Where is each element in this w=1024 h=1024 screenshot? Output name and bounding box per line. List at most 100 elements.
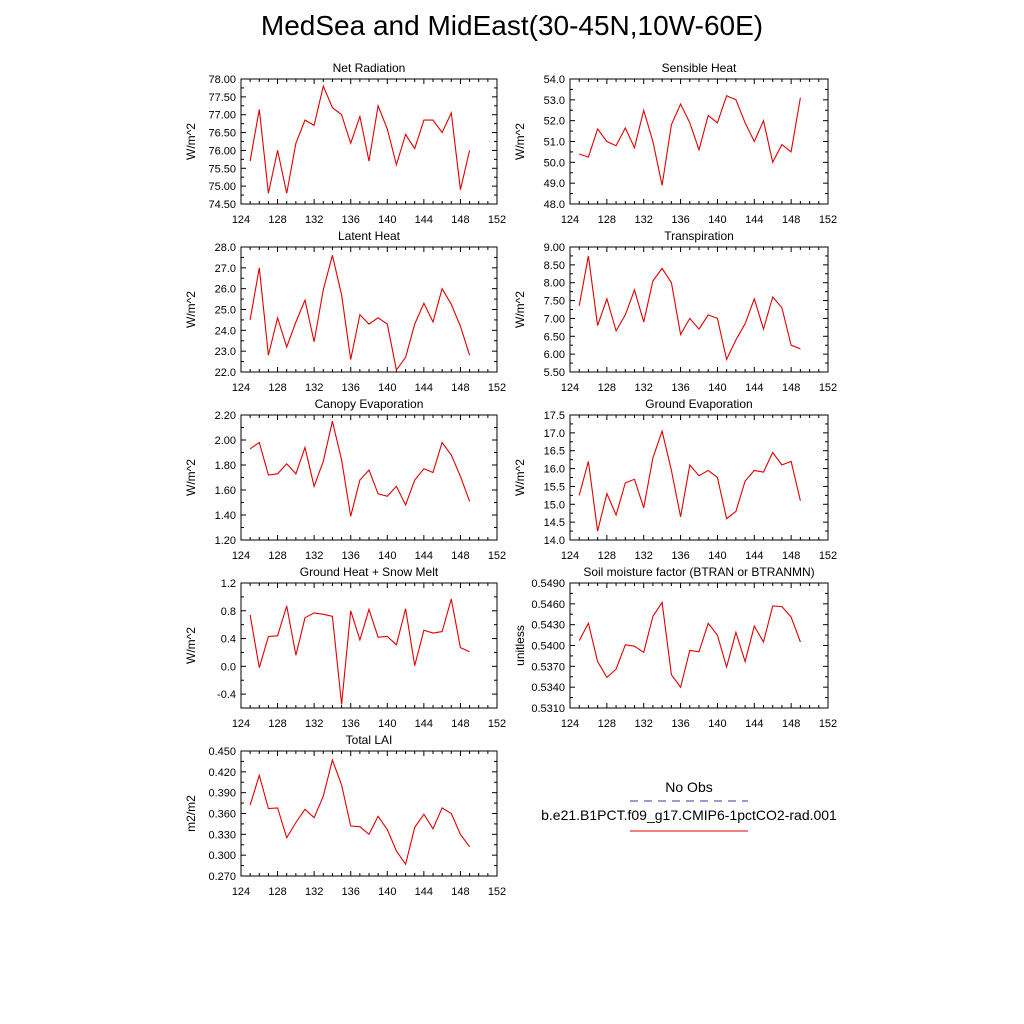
series-line (579, 94, 801, 186)
chart-panel-6: 124 128 132 136 140 144 148 152 14.0 14.5 15.0 15.5… (513, 397, 837, 562)
x-tick-label: 140 (708, 214, 726, 226)
y-tick-label: 14.5 (544, 517, 565, 529)
x-tick-label: 124 (232, 214, 250, 226)
x-tick-label: 140 (378, 718, 396, 730)
y-tick-label: 27.0 (215, 263, 236, 275)
y-tick-label: 0.420 (208, 767, 236, 779)
y-tick-label: 0.5460 (531, 599, 565, 611)
x-tick-label: 144 (745, 718, 763, 730)
x-tick-label: 132 (305, 214, 323, 226)
legend-obs-label: No Obs (665, 779, 712, 795)
x-tick-label: 148 (451, 382, 469, 394)
plot-frame (240, 414, 498, 541)
x-tick-label: 140 (708, 718, 726, 730)
y-tick-label: 8.50 (544, 260, 565, 272)
plot-frame (569, 246, 829, 373)
y-tick-label: 0.330 (208, 829, 236, 841)
y-tick-label: 0.5310 (531, 703, 565, 715)
x-tick-label: 144 (415, 718, 433, 730)
x-tick-label: 132 (635, 718, 653, 730)
y-axis-label: W/m^2 (184, 627, 198, 664)
y-tick-label: 74.50 (208, 199, 236, 211)
x-tick-label: 144 (415, 382, 433, 394)
y-tick-label: 0.5400 (531, 641, 565, 653)
y-axis-label: W/m^2 (513, 291, 527, 328)
x-tick-label: 152 (819, 550, 837, 562)
x-tick-label: 144 (745, 382, 763, 394)
x-tick-label: 148 (451, 214, 469, 226)
chart-panel-2: 124 128 132 136 140 144 148 152 48.0 49.0 50.0 51.0… (513, 61, 837, 226)
y-axis-label: unitless (513, 625, 527, 666)
x-tick-label: 136 (671, 718, 689, 730)
y-axis-label: m2/m2 (184, 795, 198, 832)
y-tick-label: 16.0 (544, 464, 565, 476)
y-tick-label: 1.80 (215, 460, 236, 472)
x-tick-label: 152 (488, 382, 506, 394)
y-tick-label: 17.5 (544, 410, 565, 422)
x-tick-label: 128 (268, 214, 286, 226)
x-tick-label: 144 (745, 550, 763, 562)
y-tick-label: 23.0 (215, 346, 236, 358)
series-line (578, 600, 801, 689)
y-tick-label: 0.5370 (531, 661, 565, 673)
y-tick-label: 49.0 (544, 178, 565, 190)
y-tick-label: 22.0 (215, 367, 236, 379)
x-tick-label: 132 (635, 214, 653, 226)
x-tick-label: 136 (342, 382, 360, 394)
series-line (249, 421, 471, 517)
y-axis-label: W/m^2 (513, 459, 527, 496)
panel-title: Net Radiation (333, 61, 406, 75)
y-tick-label: 1.20 (215, 535, 236, 547)
chart-panel-9: 124 128 132 136 140 144 148 152 0.270 0.300 0.330 0… (184, 733, 506, 898)
x-tick-label: 136 (342, 214, 360, 226)
y-tick-label: 50.0 (544, 157, 565, 169)
x-tick-label: 132 (305, 550, 323, 562)
y-tick-label: 26.0 (215, 284, 236, 296)
series-line (249, 598, 470, 705)
y-tick-label: 0.360 (208, 809, 236, 821)
x-tick-label: 124 (232, 886, 250, 898)
x-tick-label: 128 (268, 886, 286, 898)
panel-title: Canopy Evaporation (315, 397, 424, 411)
x-tick-label: 124 (232, 718, 250, 730)
series-line (578, 429, 801, 532)
y-tick-label: 6.00 (544, 349, 565, 361)
y-tick-label: 28.0 (215, 242, 236, 254)
x-tick-label: 140 (378, 550, 396, 562)
x-tick-label: 124 (561, 214, 579, 226)
x-tick-label: 128 (598, 382, 616, 394)
panel-title: Soil moisture factor (BTRAN or BTRANMN) (583, 565, 814, 579)
y-tick-label: 0.5340 (531, 682, 565, 694)
panel-title: Total LAI (346, 733, 393, 747)
x-tick-label: 128 (268, 718, 286, 730)
x-tick-label: 136 (342, 886, 360, 898)
x-tick-label: 128 (268, 382, 286, 394)
y-tick-label: 51.0 (544, 137, 565, 149)
chart-panel-1: 124 128 132 136 140 144 148 152 74.50 75.00 75.50 7… (184, 61, 506, 226)
y-tick-label: 7.50 (544, 296, 565, 308)
x-tick-label: 148 (451, 718, 469, 730)
chart-panel-7: 124 128 132 136 140 144 148 152 -0.4 0.0 0.4 0.8 1.2… (184, 565, 506, 730)
y-tick-label: 2.00 (215, 435, 236, 447)
y-tick-label: 76.00 (208, 145, 236, 157)
legend: No Obs b.e21.B1PCT.f09_g17.CMIP6-1pctCO2-… (541, 779, 837, 832)
x-tick-label: 148 (451, 550, 469, 562)
y-tick-label: 0.5490 (531, 578, 565, 590)
x-tick-label: 136 (671, 382, 689, 394)
x-tick-label: 124 (561, 382, 579, 394)
panel-title: Ground Evaporation (645, 397, 752, 411)
y-tick-label: 53.0 (544, 95, 565, 107)
y-tick-label: 7.00 (544, 313, 565, 325)
legend-model-label: b.e21.B1PCT.f09_g17.CMIP6-1pctCO2-rad.00… (541, 807, 837, 823)
y-tick-label: 76.50 (208, 128, 236, 140)
panel-title: Latent Heat (338, 229, 401, 243)
y-tick-label: 75.50 (208, 163, 236, 175)
x-tick-label: 152 (488, 550, 506, 562)
series-line (249, 84, 471, 194)
y-tick-label: 0.390 (208, 788, 236, 800)
x-tick-label: 152 (819, 214, 837, 226)
x-tick-label: 144 (415, 886, 433, 898)
y-tick-label: 8.00 (544, 278, 565, 290)
chart-panel-5: 124 128 132 136 140 144 148 152 1.20 1.40 1.60 1.80… (184, 397, 506, 562)
